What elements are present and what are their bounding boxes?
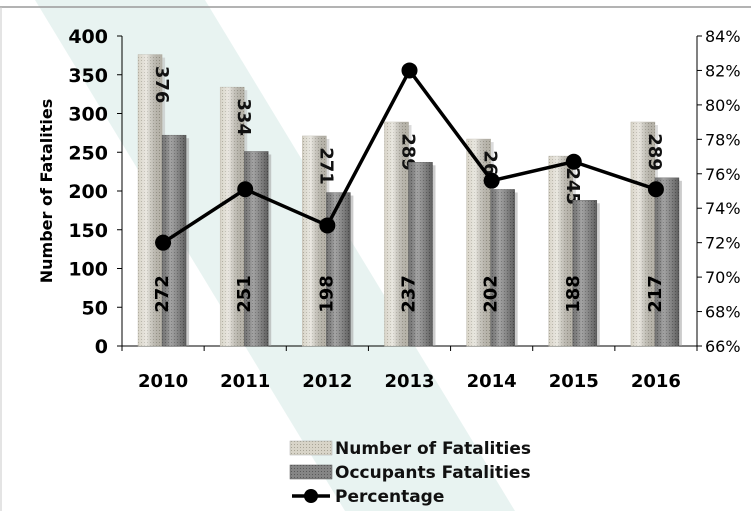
data-label-occupants-fatalities: 188 [563,275,584,313]
data-label-number-of-fatalities: 289 [644,133,665,171]
point-percentage [483,172,500,189]
bar-shine [408,162,433,346]
y2-tick-label: 84% [705,27,741,46]
y2-tick-label: 74% [705,199,741,218]
point-percentage [155,234,172,251]
legend-marker-percentage [304,489,318,503]
y-tick-label: 400 [68,26,108,48]
data-label-occupants-fatalities: 272 [152,275,173,313]
point-percentage [565,153,582,170]
y-tick-label: 100 [68,259,108,281]
y-tick-label: 0 [95,336,108,358]
x-tick-label: 2015 [549,371,599,392]
y-tick-label: 350 [68,65,108,87]
legend-swatch-number-of-fatalities [289,440,333,456]
data-label-occupants-fatalities: 251 [234,275,255,313]
y-tick-label: 150 [68,220,108,242]
legend-label-occupants-fatalities: Occupants Fatalities [335,463,531,483]
data-label-number-of-fatalities: 334 [233,98,254,136]
y2-tick-label: 72% [705,234,741,253]
bar-shine [384,122,409,347]
y2-tick-label: 78% [705,130,741,149]
y2-tick-label: 76% [705,165,741,184]
x-tick-label: 2013 [384,371,434,392]
point-percentage [401,62,418,79]
legend-label-percentage: Percentage [335,487,444,507]
data-label-occupants-fatalities: 237 [399,275,420,313]
legend-swatch-occupants-fatalities [289,464,333,480]
y2-tick-label: 66% [705,337,741,356]
x-tick-label: 2011 [220,371,270,392]
y-tick-label: 300 [68,104,108,126]
y2-tick-label: 80% [705,96,741,115]
bar-shine [302,135,327,346]
y-tick-label: 200 [68,181,108,203]
y-axis-title: Number of Fatalities [37,99,56,283]
data-label-number-of-fatalities: 289 [398,133,419,171]
bar-shine [138,54,163,346]
legend-label-number-of-fatalities: Number of Fatalities [335,439,531,459]
data-label-number-of-fatalities: 376 [151,66,172,104]
bar-shine [220,87,245,347]
data-label-occupants-fatalities: 202 [481,275,502,313]
y2-tick-label: 82% [705,61,741,80]
bar-shine [244,151,269,346]
data-label-occupants-fatalities: 217 [645,275,666,313]
data-label-occupants-fatalities: 198 [316,275,337,313]
x-tick-label: 2012 [302,371,352,392]
x-tick-label: 2010 [138,371,188,392]
y-tick-label: 50 [82,297,108,319]
data-label-number-of-fatalities: 245 [562,167,583,205]
legend: Number of Fatalities Occupants Fatalities… [289,439,531,507]
y2-tick-label: 70% [705,268,741,287]
x-tick-label: 2014 [467,371,517,392]
bar-shine [630,122,655,347]
bar-shine [572,200,597,346]
bar-shine [548,156,573,346]
bar-shine [326,192,351,346]
bar-shine [654,177,679,346]
point-percentage [319,217,336,234]
point-percentage [647,181,664,198]
x-tick-label: 2016 [631,371,681,392]
bar-shine [490,189,515,346]
data-label-number-of-fatalities: 271 [315,147,336,185]
point-percentage [237,181,254,198]
y2-tick-label: 68% [705,303,741,322]
y-tick-label: 250 [68,142,108,164]
